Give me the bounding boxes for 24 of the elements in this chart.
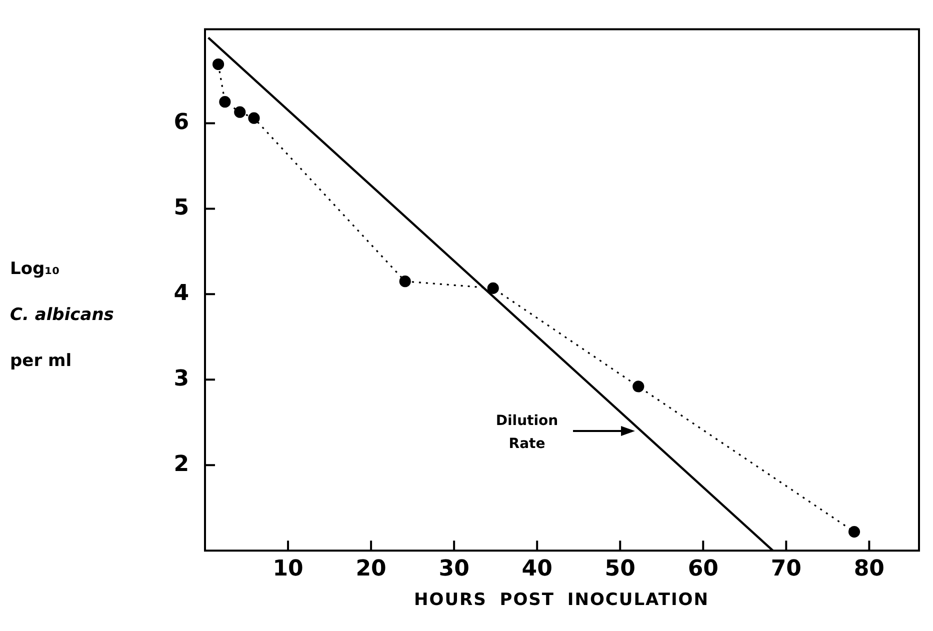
y-tick-label: 4 bbox=[174, 280, 189, 306]
x-tick-label: 60 bbox=[688, 556, 718, 582]
y-tick-label: 2 bbox=[174, 452, 189, 477]
y-tick-label: 6 bbox=[174, 110, 189, 135]
y-tick-label: 5 bbox=[174, 195, 189, 220]
point bbox=[848, 526, 860, 538]
x-tick-label: 40 bbox=[522, 556, 552, 582]
x-tick-label: 50 bbox=[604, 556, 636, 582]
point bbox=[234, 106, 246, 118]
point bbox=[487, 282, 499, 294]
x-tick-label: 80 bbox=[854, 556, 884, 582]
point bbox=[399, 276, 411, 288]
y-tick-label: 3 bbox=[174, 366, 189, 392]
x-tick-label: 70 bbox=[770, 556, 802, 582]
x-axis-title: HOURS POST INOCULATION bbox=[413, 590, 710, 610]
annotation: Dilution Rate bbox=[496, 413, 558, 452]
x-tick-label: 30 bbox=[438, 556, 470, 582]
point bbox=[248, 112, 260, 124]
x-tick-label: 10 bbox=[272, 556, 304, 582]
text: Log₁₀ C. albicans per ml bbox=[10, 259, 114, 371]
point bbox=[212, 58, 224, 70]
x-tick-label: 20 bbox=[356, 556, 386, 582]
point bbox=[632, 380, 644, 392]
point bbox=[219, 96, 231, 108]
